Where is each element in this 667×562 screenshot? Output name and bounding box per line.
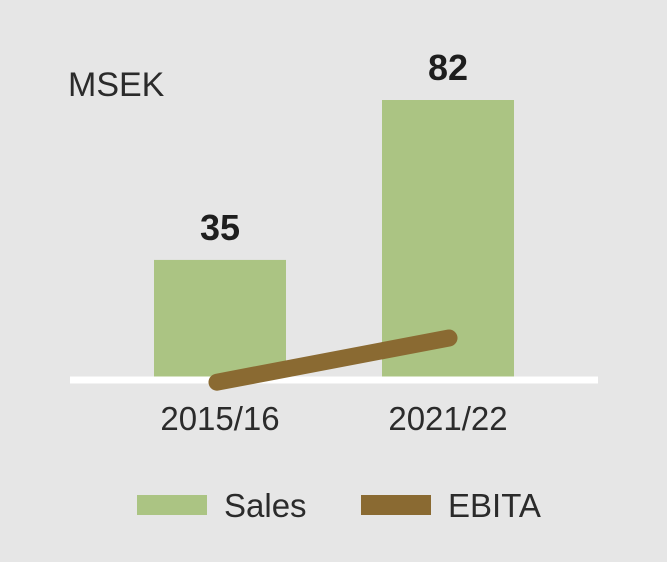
x-tick-2021/22: 2021/22 — [388, 400, 507, 437]
lines-group — [208, 329, 458, 391]
x-ticks-group: 2015/16 2021/22 — [160, 400, 507, 437]
legend-swatch-ebita — [361, 495, 431, 515]
data-label-2021/22: 82 — [428, 47, 468, 88]
line-series-ebita — [208, 329, 458, 391]
bar-2015/16 — [154, 259, 286, 379]
unit-label: MSEK — [68, 66, 165, 104]
legend-swatch-sales — [137, 495, 207, 515]
data-label-2015/16: 35 — [200, 207, 240, 248]
bars-group: 35 82 — [154, 47, 514, 379]
legend: Sales EBITA — [137, 487, 541, 524]
legend-label-ebita: EBITA — [448, 487, 541, 524]
legend-label-sales: Sales — [224, 487, 307, 524]
x-tick-2015/16: 2015/16 — [160, 400, 279, 437]
